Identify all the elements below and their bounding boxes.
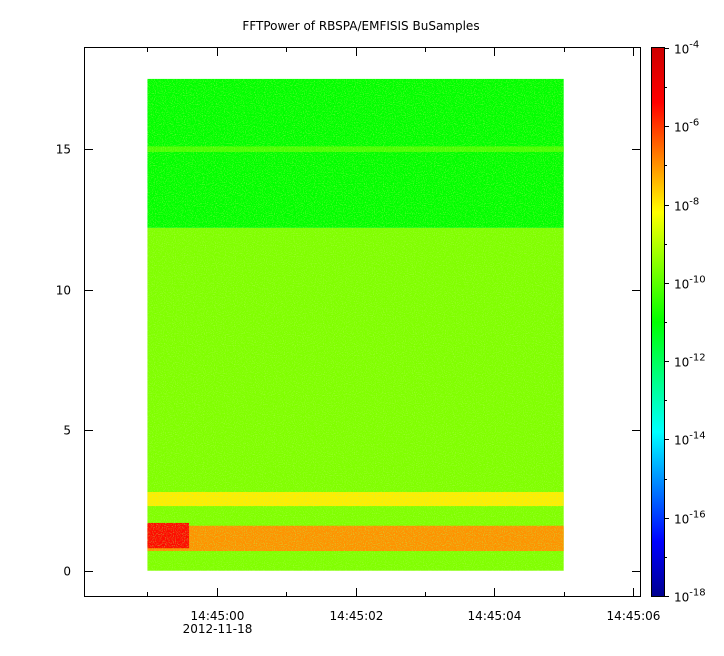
colorbar-frame bbox=[651, 47, 665, 597]
colorbar-tick-label: 10-14 bbox=[674, 431, 706, 448]
colorbar-tick-label: 10-6 bbox=[674, 118, 699, 135]
colorbar-axis: 10-4 10-6 10-8 10-10 10-12 10-14 10-16 10-18 bbox=[664, 40, 706, 605]
colorbar-tick-label: 10-12 bbox=[674, 353, 706, 370]
x-tick-label: 14:45:04 bbox=[468, 609, 522, 623]
colorbar-tick-label: 10-18 bbox=[674, 588, 706, 605]
colorbar-tick-label: 10-16 bbox=[674, 510, 706, 527]
y-tick-label: 15 bbox=[56, 143, 71, 157]
spectrogram-texture bbox=[147, 78, 564, 571]
x-tick-sublabel: 2012-11-18 bbox=[183, 622, 253, 636]
y-tick-label: 10 bbox=[56, 284, 71, 298]
colorbar-tick-label: 10-10 bbox=[674, 275, 706, 292]
spectrogram-image bbox=[147, 78, 564, 571]
colorbar-tick-label: 10-4 bbox=[674, 40, 699, 57]
x-tick-label: 14:45:02 bbox=[330, 609, 384, 623]
y-tick-label: 5 bbox=[63, 424, 71, 438]
y-tick-label: 0 bbox=[63, 565, 71, 579]
x-tick-label: 14:45:06 bbox=[607, 609, 661, 623]
colorbar-tick-label: 10-8 bbox=[674, 197, 699, 214]
chart-title: FFTPower of RBSPA/EMFISIS BuSamples bbox=[242, 19, 479, 33]
x-tick-label: 14:45:00 bbox=[191, 609, 245, 623]
